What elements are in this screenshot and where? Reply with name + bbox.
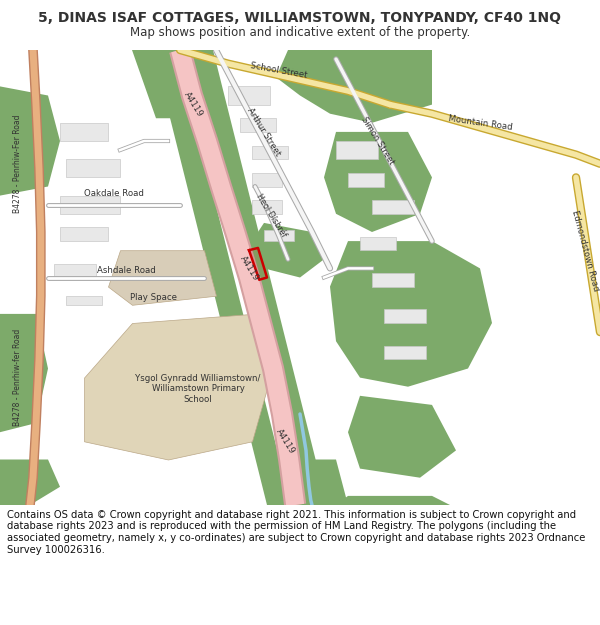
Text: Play Space: Play Space: [130, 294, 176, 302]
Text: A4119: A4119: [238, 254, 260, 282]
Text: Map shows position and indicative extent of the property.: Map shows position and indicative extent…: [130, 26, 470, 39]
Bar: [240, 118, 276, 132]
Bar: [252, 146, 288, 159]
Bar: [66, 159, 120, 177]
Bar: [228, 86, 270, 104]
Bar: [384, 309, 426, 323]
Polygon shape: [249, 248, 267, 280]
Bar: [60, 196, 120, 214]
Text: Mountain Road: Mountain Road: [448, 114, 512, 132]
Bar: [60, 122, 108, 141]
Text: Simon Street: Simon Street: [360, 116, 396, 166]
Bar: [66, 296, 102, 305]
Bar: [372, 200, 414, 214]
Bar: [60, 228, 108, 241]
Bar: [336, 141, 378, 159]
Bar: [252, 173, 282, 186]
Bar: [54, 264, 96, 278]
Bar: [252, 200, 282, 214]
Text: Edmondstown Road: Edmondstown Road: [570, 209, 600, 292]
Text: B4278 - Penrhiw-Fer Road: B4278 - Penrhiw-Fer Road: [13, 114, 23, 213]
Bar: [384, 346, 426, 359]
Text: Heol Dîsbréf: Heol Dîsbréf: [254, 192, 288, 239]
Text: Arthur Street: Arthur Street: [245, 106, 283, 158]
Text: 5, DINAS ISAF COTTAGES, WILLIAMSTOWN, TONYPANDY, CF40 1NQ: 5, DINAS ISAF COTTAGES, WILLIAMSTOWN, TO…: [38, 11, 562, 25]
Text: Contains OS data © Crown copyright and database right 2021. This information is : Contains OS data © Crown copyright and d…: [7, 510, 586, 554]
Text: Ashdale Road: Ashdale Road: [97, 266, 155, 275]
Text: Ysgol Gynradd Williamstown/
Williamstown Primary
School: Ysgol Gynradd Williamstown/ Williamstown…: [136, 374, 260, 404]
Text: A4119: A4119: [182, 91, 205, 119]
Bar: [372, 273, 414, 287]
Text: B4278 - Penrhiw-fer Road: B4278 - Penrhiw-fer Road: [13, 329, 23, 426]
Bar: [348, 173, 384, 186]
Bar: [360, 236, 396, 250]
Text: A4119: A4119: [274, 427, 296, 456]
Text: School Street: School Street: [250, 61, 308, 80]
Text: Oakdale Road: Oakdale Road: [84, 189, 144, 198]
Bar: [264, 230, 294, 241]
